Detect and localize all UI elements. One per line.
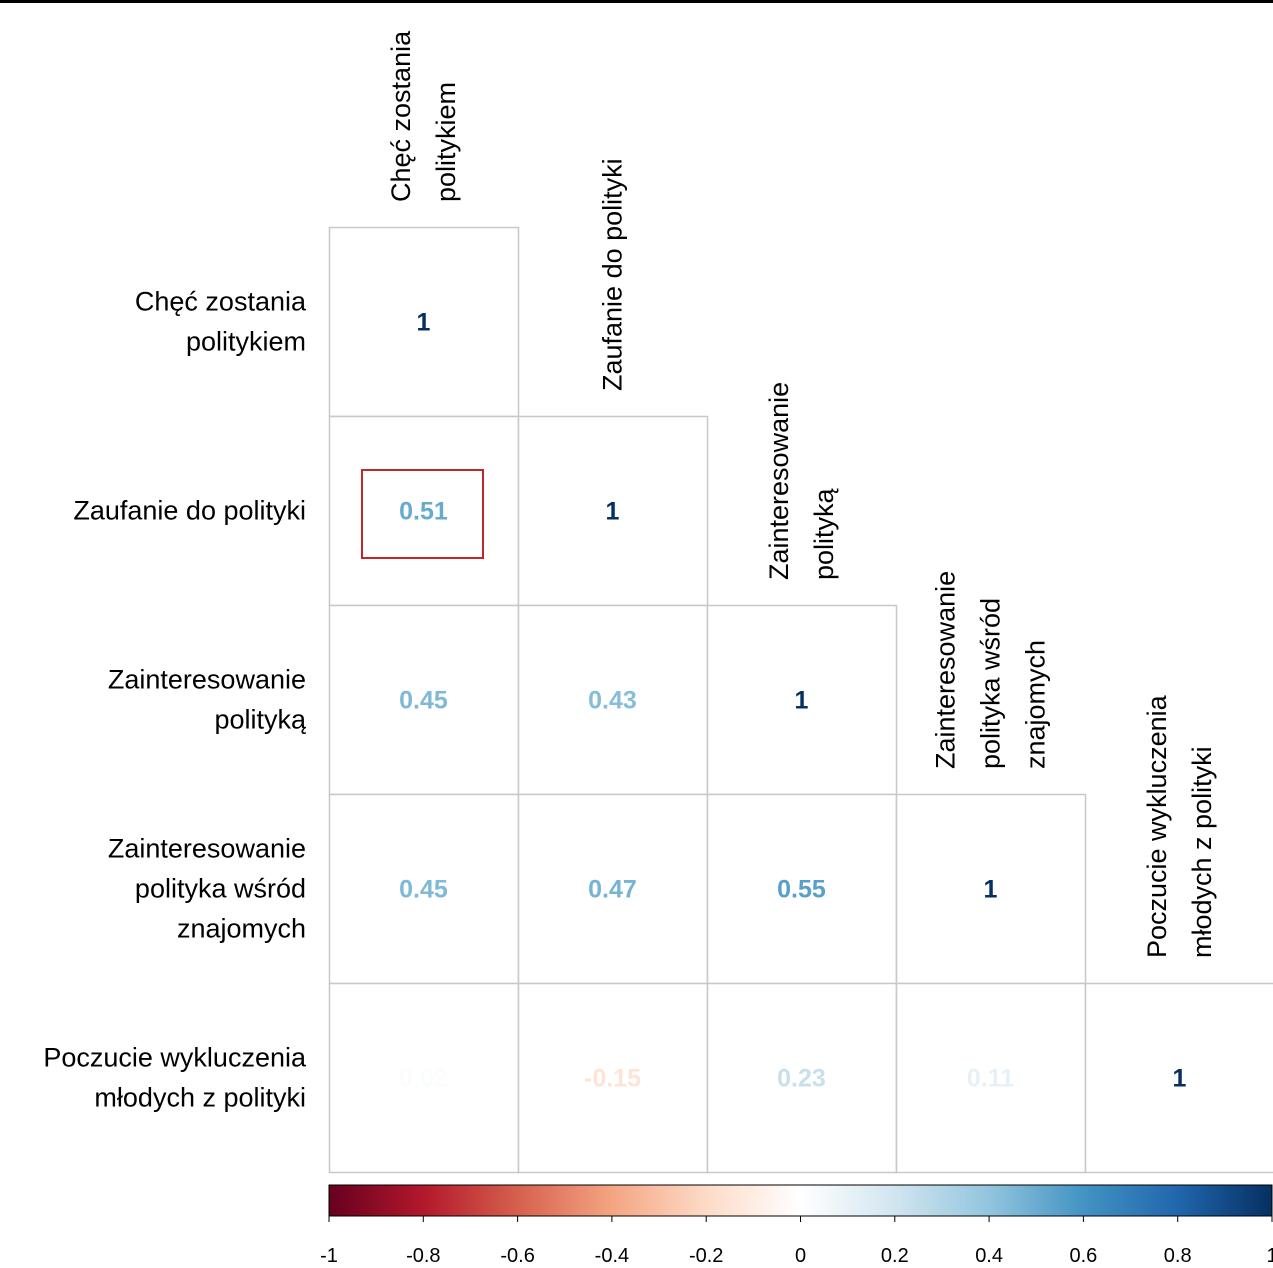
row-label-4-line-0: Poczucie wykluczenia <box>43 1043 307 1073</box>
cell-r4-c4 <box>1084 982 1273 1174</box>
colorbar-gradient <box>328 1184 1273 1217</box>
colorbar-tick-label-10: 1 <box>1266 1245 1273 1267</box>
cell-value-r3-c3: 1 <box>984 876 998 904</box>
column-label-3-line-0: Zainteresowanie <box>931 571 961 769</box>
cell-value-r4-c2: 0.23 <box>777 1065 826 1093</box>
cell-values: 1 0.51 1 0.45 0.43 1 0.45 0.47 0.55 1 0.02 -0.15 0.2… <box>361 309 1187 1093</box>
row-label-4-line-1: młodych z polityki <box>94 1083 306 1113</box>
colorbar-tick-label-7: 0.4 <box>975 1245 1003 1267</box>
row-label-0-line-1: politykiem <box>186 327 306 357</box>
colorbar: -1 -0.8 -0.6 -0.4 -0.2 0 0.2 0.4 0.6 0.8 1 <box>320 1184 1273 1267</box>
column-label-3-line-1: polityka wśród <box>976 598 1006 769</box>
colorbar-tick-label-5: 0 <box>795 1245 806 1267</box>
top-border-line <box>0 0 1273 3</box>
column-label-4-line-1: młodych z polityki <box>1187 746 1217 958</box>
cell-value-r2-c1: 0.43 <box>588 687 637 715</box>
cell-value-r1-c1: 1 <box>606 498 620 526</box>
colorbar-tick-label-3: -0.4 <box>595 1245 629 1267</box>
cell-r3-c1 <box>517 793 709 985</box>
row-label-3-line-2: znajomych <box>177 914 306 944</box>
cell-value-r2-c0: 0.45 <box>399 687 448 715</box>
cell-r4-c0 <box>328 982 520 1174</box>
column-labels: Chęć zostania politykiem Zaufanie do polit… <box>386 30 1217 958</box>
cell-value-r2-c2: 1 <box>795 687 809 715</box>
column-label-2-line-0: Zainteresowanie <box>764 382 794 580</box>
colorbar-tick-label-2: -0.6 <box>500 1245 534 1267</box>
column-label-0-line-0: Chęć zostania <box>386 30 416 202</box>
cell-value-r1-c0: 0.51 <box>399 498 448 526</box>
cell-value-r3-c1: 0.47 <box>588 876 637 904</box>
cell-r3-c2 <box>706 793 898 985</box>
row-labels: Chęć zostania politykiem Zaufanie do polit… <box>43 287 307 1113</box>
cell-r4-c2 <box>706 982 898 1174</box>
cell-r4-c1 <box>517 982 709 1174</box>
colorbar-tick-label-1: -0.8 <box>406 1245 440 1267</box>
colorbar-tick-label-4: -0.2 <box>689 1245 723 1267</box>
cell-value-r3-c0: 0.45 <box>399 876 448 904</box>
cell-value-r4-c3: 0.11 <box>967 1065 1014 1093</box>
column-label-0-line-1: politykiem <box>431 82 461 202</box>
cell-value-r0-c0: 1 <box>417 309 431 337</box>
row-label-2-line-0: Zainteresowanie <box>108 665 306 695</box>
colorbar-tick-label-6: 0.2 <box>881 1245 909 1267</box>
cell-value-r4-c1: -0.15 <box>584 1065 641 1093</box>
column-label-1-line-0: Zaufanie do polityki <box>598 158 628 391</box>
colorbar-tick-label-0: -1 <box>320 1245 338 1267</box>
cell-value-r4-c4: 1 <box>1173 1065 1187 1093</box>
row-label-1-line-0: Zaufanie do polityki <box>73 496 306 526</box>
cell-r0-c0 <box>328 226 520 418</box>
row-label-3-line-1: polityka wśród <box>135 874 306 904</box>
colorbar-tick-label-8: 0.6 <box>1069 1245 1097 1267</box>
row-label-2-line-1: polityką <box>214 705 307 735</box>
cell-r1-c1 <box>517 415 709 607</box>
row-label-3-line-0: Zainteresowanie <box>108 834 306 864</box>
column-label-2-line-1: polityką <box>809 487 839 580</box>
row-label-0-line-0: Chęć zostania <box>135 287 307 317</box>
column-label-3-line-2: znajomych <box>1021 640 1051 769</box>
column-label-4-line-0: Poczucie wykluczenia <box>1142 694 1172 958</box>
highlight-box <box>361 469 484 559</box>
cell-value-r4-c0: 0.02 <box>399 1065 448 1093</box>
cell-r3-c3 <box>895 793 1087 985</box>
colorbar-tick-label-9: 0.8 <box>1164 1245 1192 1267</box>
cell-value-r3-c2: 0.55 <box>777 876 826 904</box>
